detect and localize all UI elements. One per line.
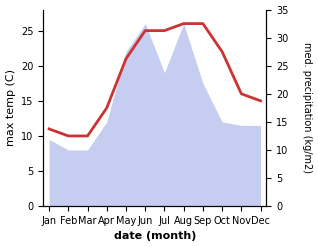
- X-axis label: date (month): date (month): [114, 231, 196, 242]
- Y-axis label: max temp (C): max temp (C): [5, 69, 16, 146]
- Y-axis label: med. precipitation (kg/m2): med. precipitation (kg/m2): [302, 42, 313, 173]
